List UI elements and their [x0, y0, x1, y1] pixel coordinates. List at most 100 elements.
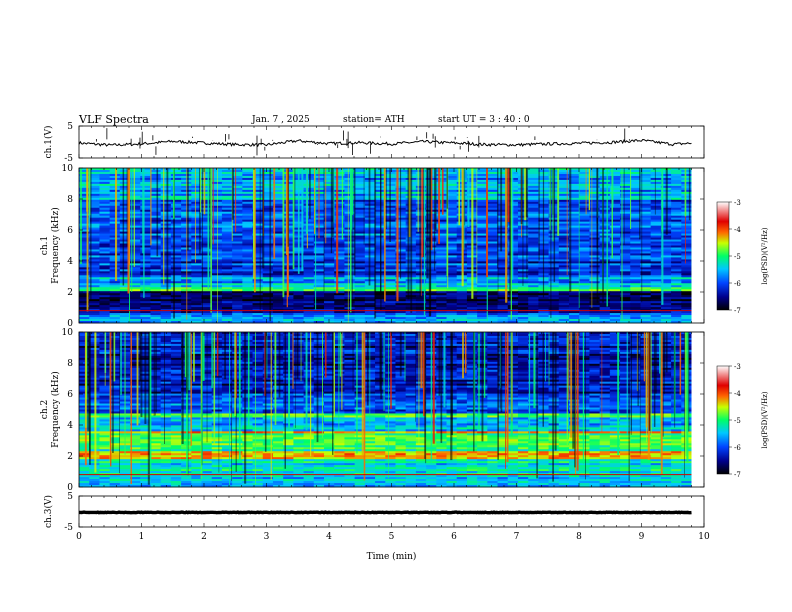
ch1-spectrogram-cell — [660, 249, 672, 252]
ch1-spectrogram-cell — [272, 281, 284, 284]
ch1-spectrogram-cell — [99, 229, 111, 232]
ch1-spectrogram-cell — [79, 175, 90, 179]
ch1-spectrogram-cell — [528, 211, 539, 215]
ch1-spectrogram-cell — [487, 191, 499, 195]
ch1-spectrogram-cell — [650, 285, 662, 288]
ch1-spectrogram-cell — [579, 307, 591, 310]
ch1-spectrogram-cell — [640, 177, 652, 181]
ch1-spectrogram-cell — [477, 305, 488, 308]
ch1-spectrogram-cell — [211, 321, 223, 324]
ch1-spectrogram-cell — [232, 219, 243, 223]
ch1-spectrogram-cell — [272, 209, 284, 213]
ch1-spectrogram-cell — [242, 299, 254, 302]
ch1-spectrogram-cell — [262, 169, 274, 173]
ch1-spectrogram-cell — [528, 299, 539, 302]
ch1-spectrogram-cell — [160, 203, 172, 207]
ch1-spectrogram-cell — [497, 189, 509, 193]
ch1-spectrogram-cell — [446, 271, 458, 274]
ch1-spectrogram-cell — [242, 169, 254, 173]
ch1-spectrogram-cell — [252, 307, 264, 310]
ch1-spectrogram-cell — [303, 245, 315, 248]
ch1-spectrogram-cell — [150, 199, 162, 203]
ch1-spectrogram-cell — [160, 193, 172, 197]
ch1-spectrogram-cell — [150, 168, 162, 171]
ch1-spectrogram-cell — [170, 315, 182, 318]
ch1-spectrogram-cell — [650, 243, 662, 246]
ch1-spectrogram-cell — [426, 263, 437, 266]
ch1-spectrogram-cell — [477, 239, 488, 242]
ch1-spectrogram-cell — [79, 277, 90, 280]
ch1-spectrogram-cell — [99, 201, 111, 205]
ch1-spectrogram-cell — [681, 271, 693, 274]
ch1-spectrogram-cell — [334, 279, 346, 282]
ch1-spectrogram-cell — [191, 297, 203, 300]
ch1-spectrogram-cell — [671, 211, 682, 215]
ch1-spectrogram-cell — [79, 255, 90, 258]
ch1-spectrogram-cell — [385, 317, 397, 320]
ch1-spectrogram-cell — [620, 289, 631, 292]
ch1-spectrogram-cell — [589, 231, 601, 234]
ch1-spectrogram-cell — [140, 215, 152, 219]
ch1-spectrogram-cell — [671, 173, 682, 177]
ch1-spectrogram-cell — [630, 317, 642, 320]
ch1-spectrogram-cell — [528, 259, 539, 262]
ch1-spectrogram-cell — [334, 219, 346, 223]
ch1-spectrogram-cell — [640, 261, 652, 264]
ch1-spectrogram-cell — [558, 203, 570, 207]
ch1-spectrogram-cell — [140, 183, 152, 187]
ch1-spectrogram-cell — [99, 207, 111, 211]
ch1-spectrogram-cell — [232, 273, 243, 276]
ch1-spectrogram-cell — [150, 267, 162, 270]
ch1-spectrogram-cell — [569, 199, 580, 203]
ch1-spectrogram-cell — [436, 267, 448, 270]
ch1-spectrogram-cell — [262, 227, 274, 231]
ch1-spectrogram-cell — [599, 209, 611, 213]
ch1-spectrogram-cell — [660, 235, 672, 238]
ch1-spectrogram-cell — [242, 301, 254, 304]
ch1-spectrogram-cell — [89, 289, 101, 292]
ch1-spectrogram-cell — [395, 279, 407, 282]
ch1-spectrogram-cell — [262, 199, 274, 203]
ch1-spectrogram-cell — [477, 293, 488, 296]
ch1-spectrogram-cell — [252, 181, 264, 185]
ch1-spectrogram-cell — [324, 311, 335, 314]
ch1-spectrogram-cell — [436, 221, 448, 225]
ch1-spectrogram-cell — [303, 183, 315, 187]
ch1-spectrogram-cell — [354, 189, 366, 193]
ch1-spectrogram-cell — [89, 201, 101, 205]
ch1-spectrogram-cell — [232, 169, 243, 173]
ch1-spectrogram-cell — [446, 283, 458, 286]
ch1-spectrogram-cell — [620, 321, 631, 324]
ch1-spectrogram-cell — [528, 197, 539, 201]
ch1-spectrogram-cell — [191, 265, 203, 268]
ch1-spectrogram-cell — [140, 197, 152, 201]
ch1-spectrogram-cell — [538, 307, 550, 310]
ch1-spectrogram-cell — [303, 177, 315, 181]
ch1-spectrogram-streak — [606, 168, 608, 307]
ch1-spectrogram-cell — [589, 321, 601, 324]
ch1-spectrogram-cell — [426, 251, 437, 254]
ch1-spectrogram-cell — [262, 311, 274, 314]
ch1-spectrogram-cell — [119, 283, 131, 286]
ch1-spectrogram-cell — [324, 287, 335, 290]
ch1-spectrogram-cell — [354, 241, 366, 244]
ch1-spectrogram-cell — [681, 275, 693, 278]
ch1-spectrogram-cell — [334, 241, 346, 244]
ch1-spectrogram-cell — [630, 175, 642, 179]
ch1-spectrogram-cell — [140, 281, 152, 284]
ch1-spectrogram-cell — [650, 247, 662, 250]
ch1-spectrogram-cell — [221, 203, 233, 207]
ch1-spectrogram-cell — [150, 215, 162, 219]
ch1-spectrogram-cell — [487, 269, 499, 272]
ch1-spectrogram-cell — [324, 219, 335, 223]
ch1-spectrogram-cell — [344, 195, 356, 199]
ch1-spectrogram-cell — [160, 279, 172, 282]
ch1-spectrogram-cell — [395, 301, 407, 304]
ch1-spectrogram-cell — [671, 227, 682, 231]
ch1-spectrogram-cell — [620, 245, 631, 248]
ch1-spectrogram-cell — [170, 287, 182, 290]
ch1-spectrogram-cell — [640, 217, 652, 221]
ch1-spectrogram-cell — [640, 257, 652, 260]
ch1-spectrogram-cell — [446, 205, 458, 209]
ch1-spectrogram-cell — [324, 253, 335, 256]
